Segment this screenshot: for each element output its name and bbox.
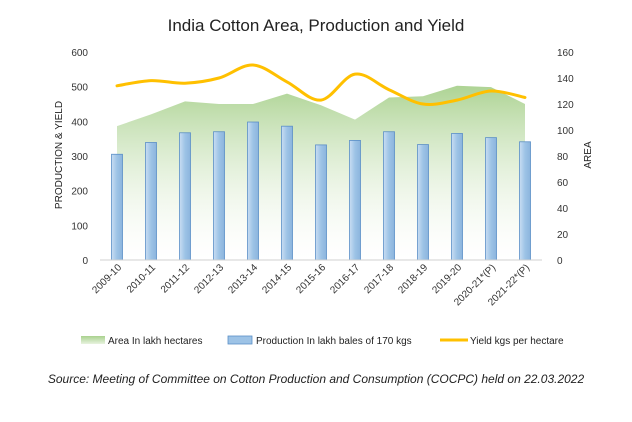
y-left-tick-label: 400 <box>71 117 88 128</box>
production-bar <box>485 137 497 261</box>
y-right-tick-label: 40 <box>557 204 569 215</box>
x-tick-label: 2016-17 <box>328 262 362 296</box>
production-bar <box>247 121 259 261</box>
y-left-tick-label: 200 <box>71 187 88 198</box>
y-left-tick-label: 100 <box>71 221 88 232</box>
x-tick-label: 2017-18 <box>362 262 396 296</box>
x-tick-label: 2013-14 <box>226 262 260 296</box>
x-tick-label: 2015-16 <box>294 262 328 296</box>
y-left-tick-label: 300 <box>71 152 88 163</box>
legend-area-label: Area In lakh hectares <box>108 336 203 347</box>
y-left-tick-label: 600 <box>71 48 88 59</box>
chart-title: India Cotton Area, Production and Yield <box>168 16 465 35</box>
y-right-tick-label: 80 <box>557 152 569 163</box>
production-bar <box>519 141 531 261</box>
production-bar <box>145 142 157 261</box>
production-bar <box>213 131 225 261</box>
production-bar <box>179 132 191 261</box>
y-right-tick-label: 120 <box>557 100 574 111</box>
x-tick-label: 2010-11 <box>125 262 159 296</box>
y-left-tick-label: 500 <box>71 83 88 94</box>
x-tick-label: 2012-13 <box>192 262 226 296</box>
production-bar <box>451 133 463 261</box>
source-note: Source: Meeting of Committee on Cotton P… <box>47 372 585 386</box>
yield-line <box>115 63 527 106</box>
production-bar <box>315 144 327 261</box>
y-axis-right-label: AREA <box>583 141 594 169</box>
x-tick-label: 2018-19 <box>396 262 430 296</box>
production-bar <box>349 139 361 261</box>
y-right-tick-label: 20 <box>557 230 569 241</box>
y-right-tick-label: 160 <box>557 48 574 59</box>
y-right-tick-label: 60 <box>557 178 569 189</box>
y-left-tick-label: 0 <box>82 256 88 267</box>
production-bar <box>281 125 293 261</box>
production-bar <box>417 144 429 261</box>
legend-production-label: Production In lakh bales of 170 kgs <box>256 336 412 347</box>
legend-yield-label: Yield kgs per hectare <box>470 336 564 347</box>
x-tick-label: 2014-15 <box>260 262 294 296</box>
x-tick-label: 2011-12 <box>159 262 193 296</box>
legend-area-swatch <box>81 336 105 344</box>
x-tick-label: 2009-10 <box>90 262 124 296</box>
y-right-tick-label: 0 <box>557 256 563 267</box>
y-right-tick-label: 100 <box>557 126 574 137</box>
y-right-tick-label: 140 <box>557 74 574 85</box>
legend-production-swatch <box>227 335 253 345</box>
x-tick-label: 2019-20 <box>430 262 464 296</box>
production-bar <box>111 153 123 261</box>
legend: Area In lakh hectares Production In lakh … <box>81 335 564 347</box>
plot-layer <box>111 63 531 261</box>
y-axis-left-label: PRODUCTION & YIELD <box>54 101 65 209</box>
production-bar <box>383 131 395 261</box>
